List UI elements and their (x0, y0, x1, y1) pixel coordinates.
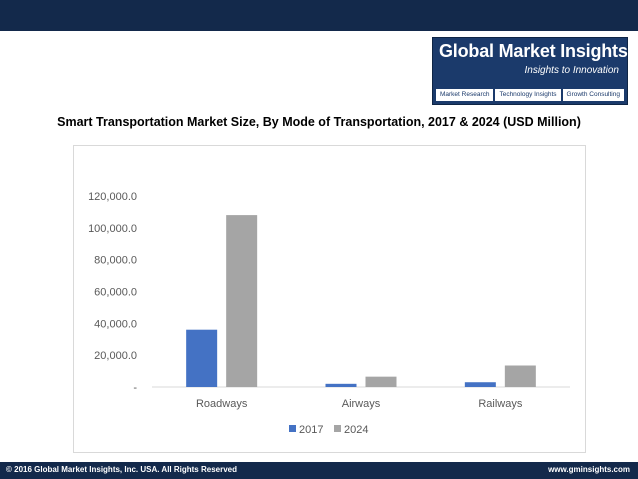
bar-airways-2024 (365, 376, 397, 387)
legend-label-2017: 2017 (299, 424, 323, 436)
footer-copyright: © 2016 Global Market Insights, Inc. USA.… (6, 465, 237, 474)
bar-roadways-2017 (186, 329, 218, 387)
logo-name: Global Market Insights (439, 41, 628, 61)
legend-swatch-2024 (334, 425, 341, 432)
y-tick-label: - (133, 382, 137, 394)
y-tick-label: 100,000.0 (88, 223, 137, 235)
y-tick-label: 120,000.0 (88, 191, 137, 203)
bar-airways-2017 (325, 383, 357, 387)
bar-railways-2024 (504, 365, 536, 387)
legend-swatch-2017 (289, 425, 296, 432)
bar-chart: - 20,000.0 40,000.0 60,000.0 80,000.0 100,000… (88, 191, 570, 436)
y-tick-label: 80,000.0 (94, 255, 137, 267)
logo-tagline: Insights to Innovation (524, 65, 619, 76)
bar-roadways-2024 (226, 215, 258, 387)
legend-label-2024: 2024 (344, 424, 368, 436)
logo-tab-growth-consulting: Growth Consulting (562, 89, 624, 101)
x-tick-label: Railways (478, 398, 523, 410)
company-logo: Global Market Insights Insights to Innov… (432, 37, 628, 105)
logo-tab-market-research: Market Research (436, 89, 494, 101)
logo-tabs: Market Research Technology Insights Grow… (436, 89, 624, 101)
x-tick-label: Airways (342, 398, 381, 410)
footer-website: www.gminsights.com (548, 465, 630, 474)
y-tick-label: 40,000.0 (94, 318, 137, 330)
bar-railways-2017 (464, 382, 496, 387)
y-tick-label: 20,000.0 (94, 350, 137, 362)
x-tick-label: Roadways (196, 398, 248, 410)
top-header-bar (0, 0, 638, 31)
bottom-footer-bar: © 2016 Global Market Insights, Inc. USA.… (0, 462, 638, 479)
y-tick-label: 60,000.0 (94, 287, 137, 299)
chart-title: Smart Transportation Market Size, By Mod… (57, 115, 581, 129)
logo-tab-technology-insights: Technology Insights (495, 89, 561, 101)
chart-frame: - 20,000.0 40,000.0 60,000.0 80,000.0 100,000… (73, 145, 586, 453)
